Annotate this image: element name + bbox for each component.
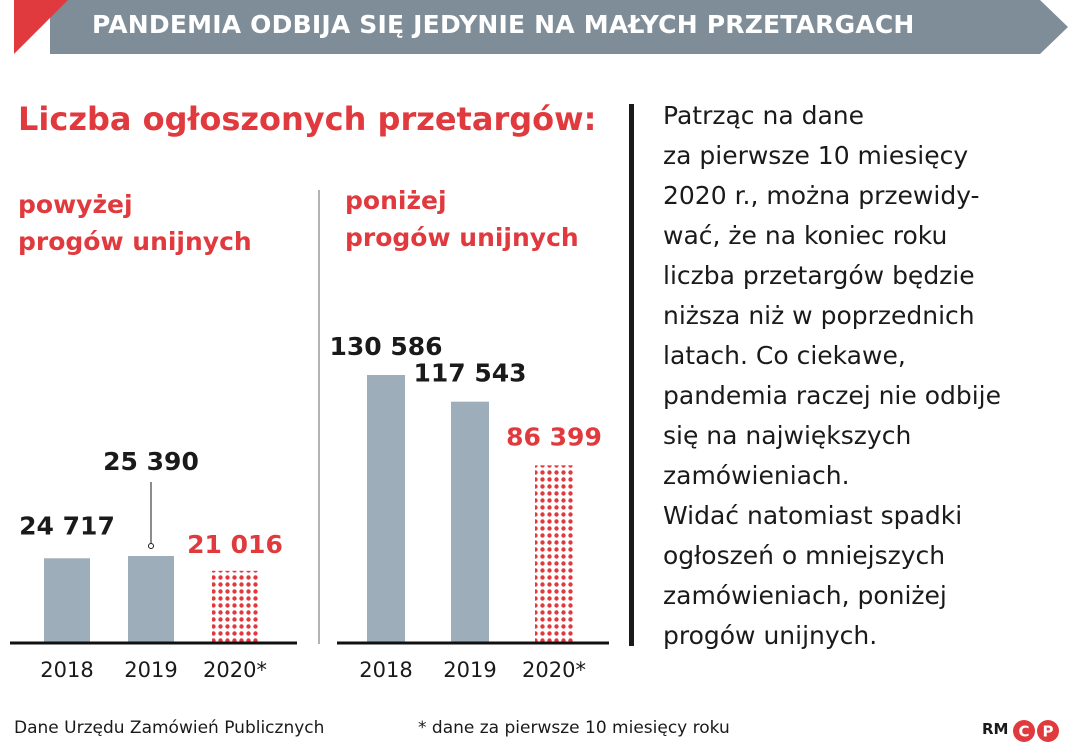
data-label: 117 543 bbox=[413, 359, 526, 388]
commentary-line: Patrząc na dane bbox=[663, 101, 865, 130]
bar bbox=[212, 570, 258, 642]
commentary-line: zamówieniach. bbox=[663, 461, 850, 490]
panel-title-above-line-1: powyżej bbox=[18, 190, 133, 219]
tick-label: 2018 bbox=[359, 658, 412, 682]
commentary-line: liczba przetargów będzie bbox=[663, 261, 975, 290]
commentary-line: pandemia raczej nie odbije bbox=[663, 381, 1002, 410]
commentary-line: niższa niż w poprzednich bbox=[663, 301, 975, 330]
tick-label: 2020* bbox=[203, 658, 267, 682]
tick-label: 2019 bbox=[443, 658, 496, 682]
data-label: 24 717 bbox=[19, 511, 115, 540]
bar bbox=[451, 401, 489, 642]
commentary-line: wać, że na koniec roku bbox=[663, 221, 948, 250]
commentary-text: Patrząc na dane za pierwsze 10 miesięcy … bbox=[663, 96, 1063, 656]
panel-divider bbox=[318, 190, 320, 644]
data-label: 86 399 bbox=[506, 422, 602, 451]
bar bbox=[367, 375, 405, 642]
commentary-line: ogłoszeń o mniejszych bbox=[663, 541, 946, 570]
svg-text:P: P bbox=[1043, 723, 1054, 741]
tick-label: 2020* bbox=[522, 658, 586, 682]
title-banner: PANDEMIA ODBIJA SIĘ JEDYNIE NA MAŁYCH PR… bbox=[0, 0, 1079, 58]
author-credit: RM bbox=[982, 720, 1009, 738]
tick-label: 2018 bbox=[40, 658, 93, 682]
commentary-line: Widać natomiast spadki bbox=[663, 501, 963, 530]
footnote: * dane za pierwsze 10 miesięcy roku bbox=[418, 718, 730, 738]
panel-title-below: poniżej progów unijnych bbox=[345, 182, 579, 256]
bar bbox=[44, 558, 90, 642]
svg-text:C: C bbox=[1018, 723, 1029, 741]
source-note: Dane Urzędu Zamówień Publicznych bbox=[14, 718, 325, 738]
panel-title-below-line-1: poniżej bbox=[345, 186, 447, 215]
bar bbox=[535, 465, 573, 642]
chart-heading: Liczba ogłoszonych przetargów: bbox=[18, 100, 597, 138]
panel-title-below-line-2: progów unijnych bbox=[345, 223, 579, 252]
commentary-line: się na największych bbox=[663, 421, 912, 450]
banner-background bbox=[14, 0, 1068, 54]
panel-title-above-line-2: progów unijnych bbox=[18, 227, 252, 256]
panel-title-above: powyżej progów unijnych bbox=[18, 186, 252, 260]
bar bbox=[128, 556, 174, 642]
text-divider bbox=[629, 104, 634, 646]
commentary-line: progów unijnych. bbox=[663, 621, 878, 650]
leader-dot bbox=[148, 543, 154, 549]
commentary-line: 2020 r., można przewidy- bbox=[663, 181, 980, 210]
tick-label: 2019 bbox=[124, 658, 177, 682]
commentary-line: zamówieniach, poniżej bbox=[663, 581, 947, 610]
data-label: 130 586 bbox=[329, 332, 442, 361]
banner-title: PANDEMIA ODBIJA SIĘ JEDYNIE NA MAŁYCH PR… bbox=[92, 10, 915, 39]
data-label: 25 390 bbox=[103, 447, 199, 476]
copyright-logo: C P bbox=[1013, 720, 1059, 742]
data-label: 21 016 bbox=[187, 530, 283, 559]
commentary-line: latach. Co ciekawe, bbox=[663, 341, 906, 370]
commentary-line: za pierwsze 10 miesięcy bbox=[663, 141, 969, 170]
